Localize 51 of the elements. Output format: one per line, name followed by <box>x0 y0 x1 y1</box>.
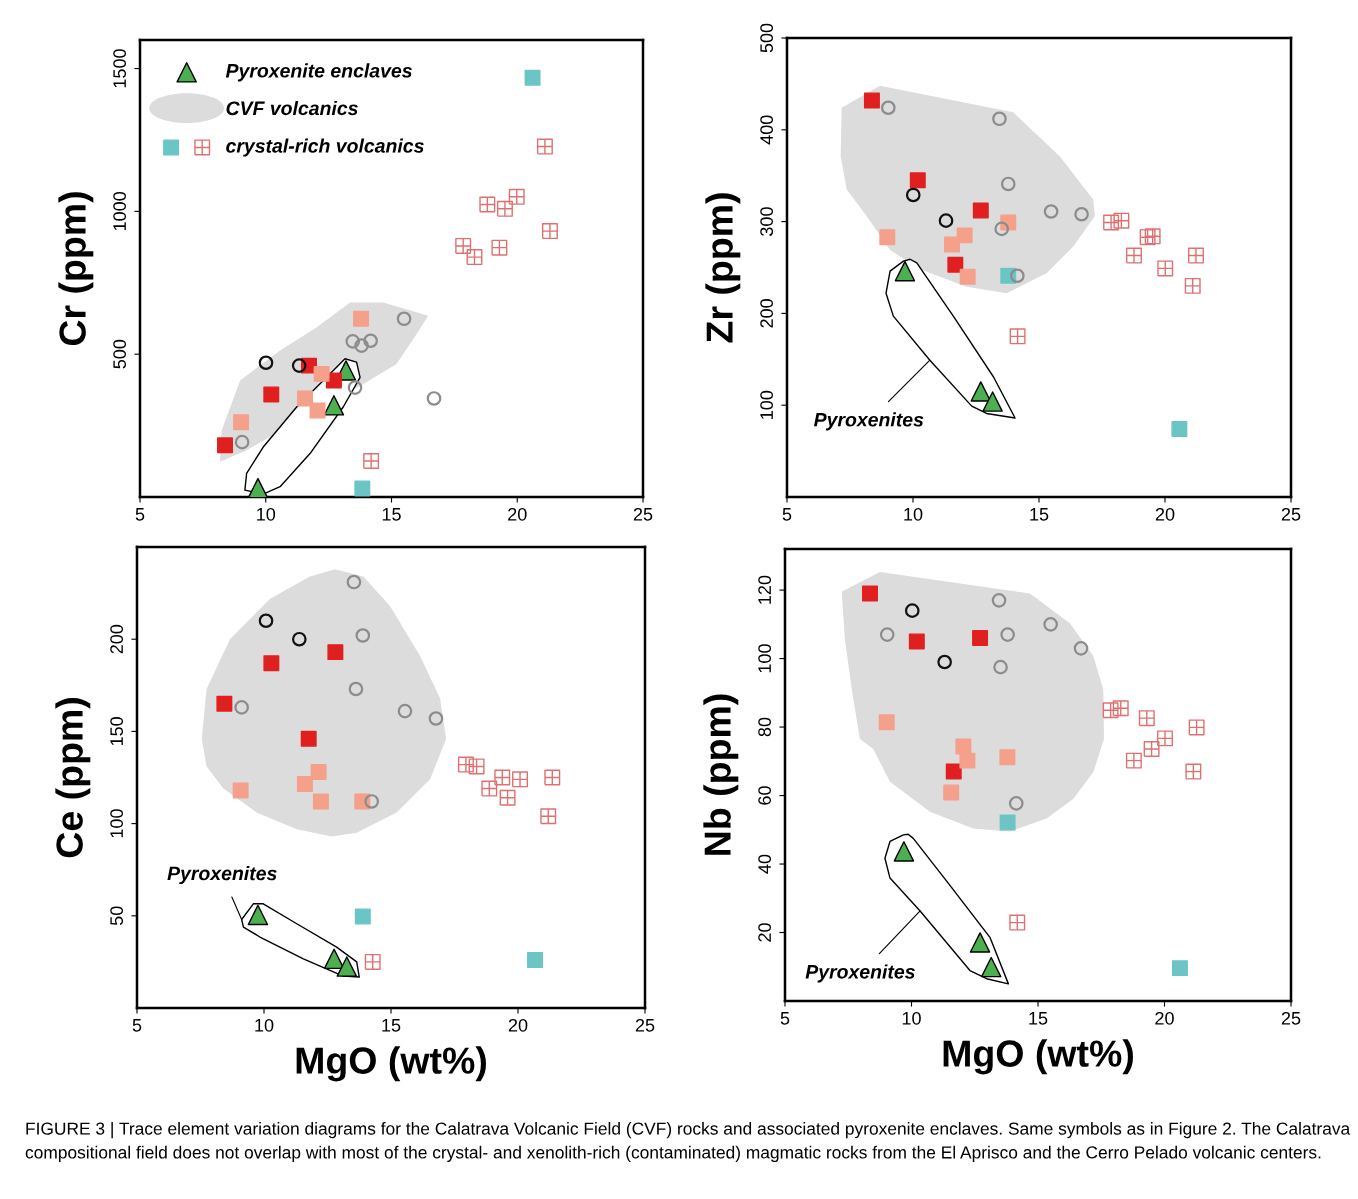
x-tick-label: 5 <box>782 508 792 521</box>
x-tick-label: 10 <box>257 507 276 521</box>
x-tick-label: 5 <box>135 508 145 521</box>
x-tick-label: 25 <box>633 507 653 521</box>
y-tick-label: 300 <box>760 207 774 236</box>
y-tick-label: 500 <box>760 23 774 53</box>
x-tick-label: 20 <box>508 507 527 521</box>
y-axis-title: Zr (ppm) <box>705 193 741 343</box>
y-tick-label: 1500 <box>113 49 127 88</box>
annotation: Pyroxenites <box>167 865 277 885</box>
x-tick-label: 15 <box>1030 508 1049 521</box>
x-tick-label: 15 <box>382 508 401 521</box>
legend-label: crystal-rich volcanics <box>226 138 424 157</box>
y-tick-label: 500 <box>113 339 127 369</box>
annotation: Pyroxenites <box>805 964 915 983</box>
caption: FIGURE 3 | Trace element variation diagrams for the Calatrava Volcanic Field (CVF) rocks and associated pyroxenite enclaves. Same symbols as in Figure 2. The Calatrava compositional field does not overlap with most of the crystal- and xenolith-rich (contaminated) magmatic rocks from the El Aprisco and the Cerro Pelado volcanic centers. <box>25 1122 1351 1162</box>
x-tick-label: 15 <box>382 1019 401 1032</box>
y-tick-label: 100 <box>758 644 772 673</box>
x-tick-label: 25 <box>635 1018 655 1032</box>
y-axis-title: Cr (ppm) <box>58 192 94 346</box>
x-tick-label: 25 <box>1281 1011 1301 1025</box>
y-tick-label: 150 <box>110 717 124 746</box>
y-tick-label: 400 <box>760 115 774 145</box>
y-tick-label: 200 <box>110 624 124 654</box>
y-tick-label: 120 <box>758 575 772 604</box>
y-tick-label: 100 <box>760 390 774 419</box>
y-tick-label: 100 <box>110 809 124 838</box>
x-tick-label: 5 <box>780 1012 790 1025</box>
x-tick-label: 10 <box>904 507 923 521</box>
x-axis-title: MgO (wt%) <box>296 1046 486 1082</box>
x-axis-title: MgO (wt%) <box>943 1039 1133 1075</box>
annotation: Pyroxenites <box>814 412 924 431</box>
y-tick-label: 60 <box>758 786 772 805</box>
legend-label: Pyroxenite enclaves <box>225 63 412 82</box>
x-tick-label: 15 <box>1029 1012 1048 1025</box>
y-tick-label: 20 <box>758 923 772 942</box>
y-axis-title: Ce (ppm) <box>55 698 91 858</box>
legend-label: CVF volcanics <box>226 100 358 116</box>
y-tick-label: 200 <box>760 299 774 328</box>
y-axis-title: Nb (ppm) <box>703 694 739 855</box>
y-tick-label: 80 <box>758 717 772 737</box>
x-tick-label: 10 <box>255 1018 274 1032</box>
x-tick-label: 5 <box>132 1019 142 1032</box>
x-tick-label: 20 <box>1155 507 1175 521</box>
y-tick-label: 40 <box>758 854 772 874</box>
x-tick-label: 10 <box>902 1011 921 1025</box>
x-tick-label: 20 <box>1155 1011 1174 1025</box>
x-tick-label: 20 <box>508 1018 528 1032</box>
y-tick-label: 1000 <box>113 192 127 231</box>
x-tick-label: 25 <box>1281 507 1301 521</box>
y-tick-label: 50 <box>110 906 124 926</box>
